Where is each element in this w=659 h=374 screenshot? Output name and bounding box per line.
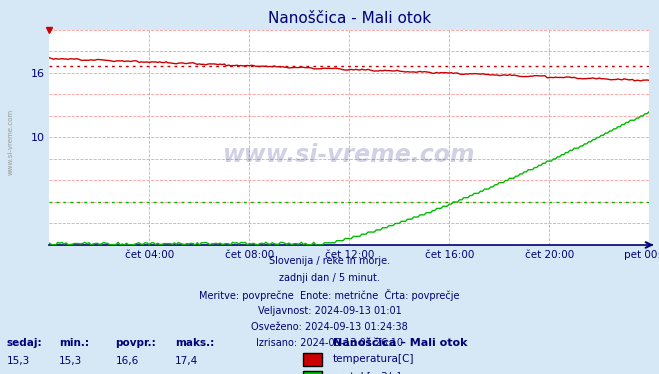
Text: Osveženo: 2024-09-13 01:24:38: Osveženo: 2024-09-13 01:24:38 — [251, 322, 408, 332]
Title: Nanoščica - Mali otok: Nanoščica - Mali otok — [268, 11, 431, 26]
Text: Nanoščica – Mali otok: Nanoščica – Mali otok — [333, 338, 467, 349]
Text: www.si-vreme.com: www.si-vreme.com — [8, 109, 14, 175]
Text: 15,3: 15,3 — [7, 356, 30, 367]
Text: 16,6: 16,6 — [115, 356, 138, 367]
Text: 15,3: 15,3 — [59, 356, 82, 367]
Text: Slovenija / reke in morje.: Slovenija / reke in morje. — [269, 256, 390, 266]
Text: zadnji dan / 5 minut.: zadnji dan / 5 minut. — [279, 273, 380, 283]
Text: www.si-vreme.com: www.si-vreme.com — [223, 142, 476, 167]
Text: sedaj:: sedaj: — [7, 338, 42, 349]
Text: pretok[m3/s]: pretok[m3/s] — [333, 373, 401, 374]
Text: Meritve: povprečne  Enote: metrične  Črta: povprečje: Meritve: povprečne Enote: metrične Črta:… — [199, 289, 460, 301]
Text: povpr.:: povpr.: — [115, 338, 156, 349]
Text: Veljavnost: 2024-09-13 01:01: Veljavnost: 2024-09-13 01:01 — [258, 306, 401, 316]
Text: min.:: min.: — [59, 338, 90, 349]
Text: maks.:: maks.: — [175, 338, 214, 349]
Text: 17,4: 17,4 — [175, 356, 198, 367]
Text: temperatura[C]: temperatura[C] — [333, 355, 415, 364]
Text: Izrisano: 2024-09-13 01:26:10: Izrisano: 2024-09-13 01:26:10 — [256, 338, 403, 349]
